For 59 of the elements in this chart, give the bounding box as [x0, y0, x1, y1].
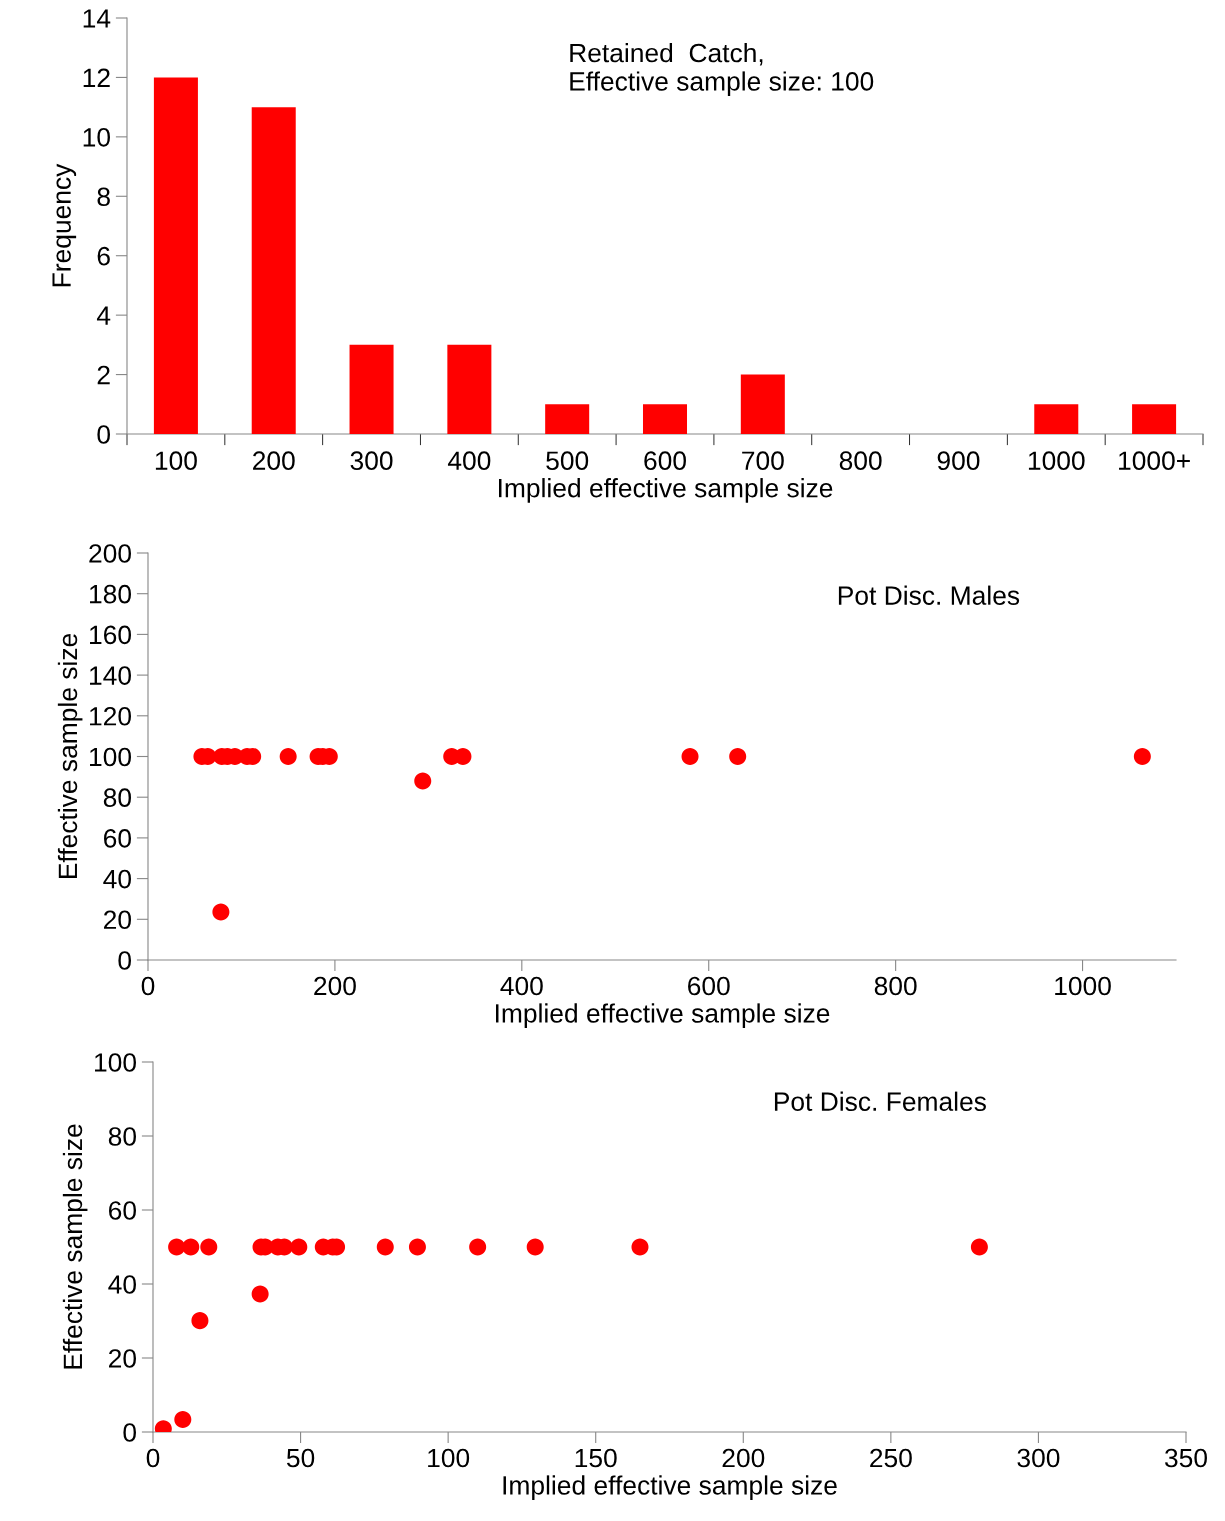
x-tick-label: 0 [141, 976, 155, 996]
y-tick-label: 120 [90, 706, 131, 726]
y-tick-label: 160 [90, 625, 131, 645]
x-tick-label: 700 [742, 451, 784, 471]
y-tick-label: 100 [95, 1053, 136, 1072]
y-tick-label: 12 [83, 68, 110, 87]
y-tick-label: 40 [108, 1275, 136, 1294]
annotation: Pot Disc. Males [838, 585, 1020, 605]
x-tick-label: 400 [447, 451, 491, 471]
x-tick-label: 1000 [1028, 451, 1085, 471]
y-tick-label: 0 [118, 951, 131, 970]
x-axis-title: Implied effective sample size [496, 1003, 830, 1028]
x-axis-title: Implied effective sample size [503, 1475, 837, 1500]
x-tick-label: 300 [1017, 1448, 1060, 1468]
y-axis-title: Effective sample size [57, 633, 83, 879]
x-tick-label: 100 [155, 451, 197, 471]
y-tick-label: 40 [103, 869, 131, 889]
x-tick-label: 800 [874, 976, 917, 996]
y-tick-label: 2 [97, 365, 110, 385]
y-tick-label: 60 [104, 829, 131, 848]
y-tick-label: 4 [96, 306, 111, 325]
y-tick-label: 180 [90, 584, 131, 604]
y-axis-title: Frequency [52, 163, 77, 287]
x-tick-label: 350 [1164, 1448, 1207, 1468]
y-tick-label: 80 [108, 1127, 136, 1146]
annotation: Retained Catch, Effective sample size: 100 [570, 42, 874, 96]
x-tick-label: 150 [575, 1448, 617, 1468]
y-tick-label: 60 [109, 1201, 136, 1220]
x-tick-label: 50 [286, 1448, 315, 1468]
x-tick-label: 250 [870, 1448, 912, 1468]
x-tick-label: 100 [428, 1448, 470, 1468]
x-tick-label: 0 [146, 1448, 160, 1468]
x-tick-label: 300 [350, 451, 393, 471]
y-tick-label: 0 [97, 425, 110, 444]
y-tick-label: 100 [90, 747, 131, 767]
x-tick-label: 600 [644, 451, 686, 471]
x-tick-label: 1000 [1055, 976, 1111, 996]
y-tick-label: 0 [123, 1423, 136, 1442]
x-tick-label: 1000+ [1119, 451, 1190, 471]
x-axis-title: Implied effective sample size [499, 478, 833, 503]
x-tick-label: 500 [546, 451, 589, 471]
x-tick-label: 200 [253, 451, 295, 471]
y-tick-label: 20 [104, 910, 131, 930]
x-tick-label: 900 [937, 451, 980, 471]
y-tick-label: 20 [109, 1349, 136, 1368]
x-tick-label: 200 [722, 1448, 765, 1468]
y-tick-label: 140 [90, 666, 131, 685]
x-tick-label: 400 [500, 976, 543, 996]
y-axis-title: Effective sample size [62, 1124, 88, 1369]
y-tick-label: 200 [89, 544, 131, 563]
y-tick-label: 8 [97, 187, 110, 207]
x-tick-label: 200 [314, 976, 356, 996]
x-tick-label: 800 [839, 451, 882, 471]
y-tick-label: 6 [97, 246, 110, 266]
y-tick-label: 14 [83, 9, 111, 28]
y-tick-label: 80 [103, 788, 131, 808]
y-tick-label: 10 [83, 127, 110, 147]
x-tick-label: 600 [688, 976, 730, 996]
annotation: Pot Disc. Females [774, 1091, 986, 1111]
